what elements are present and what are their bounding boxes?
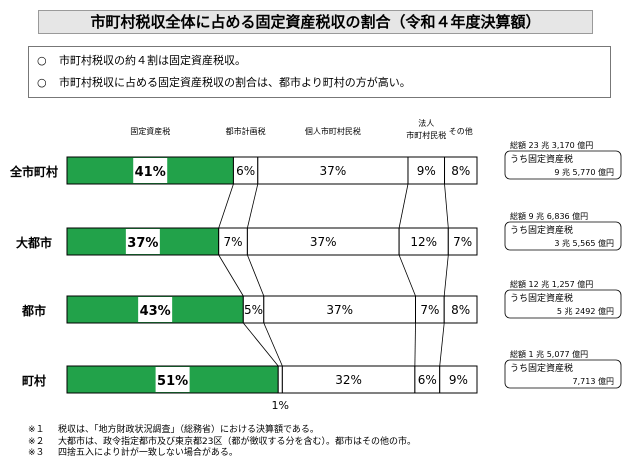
bar-segment <box>277 365 283 394</box>
summary-total: 総額 1 兆 5,077 億円 <box>510 349 588 359</box>
data-label: 32% <box>335 373 362 387</box>
bar-segment <box>398 227 449 256</box>
footnote-number: ※２ <box>28 436 45 447</box>
connector-line <box>218 254 244 297</box>
summary-sub-value: 9 兆 5,770 億円 <box>554 167 614 177</box>
summary-bracket <box>504 150 622 180</box>
data-label: 9% <box>449 373 468 387</box>
data-label: 7% <box>224 235 243 249</box>
category-label: 大都市 <box>16 235 52 250</box>
bar-segment <box>414 365 441 394</box>
connector-line <box>247 254 265 297</box>
footnote-number: ※１ <box>28 425 45 435</box>
bar-segment <box>439 365 478 394</box>
bar-segment <box>407 156 446 185</box>
data-label: 9% <box>417 164 436 178</box>
data-label: 37% <box>320 164 347 178</box>
series-label-city-planning: 都市計画税 <box>226 126 266 136</box>
data-label: 37% <box>326 303 353 317</box>
bar-segment <box>263 295 416 324</box>
data-label: 5% <box>244 303 263 317</box>
connector-line <box>443 254 449 297</box>
connector-line <box>439 322 445 367</box>
summary-sub-label: うち固定資産税 <box>510 153 573 165</box>
data-label-background <box>125 229 160 254</box>
series-label-other: その他 <box>449 126 473 136</box>
summary-total: 総額 9 兆 6,836 億円 <box>510 211 588 221</box>
data-label: 6% <box>236 164 255 178</box>
bar-segment <box>281 365 416 394</box>
connector-line <box>247 183 259 229</box>
bar-segment <box>218 227 248 256</box>
bar-segment <box>447 227 478 256</box>
connector-line <box>398 254 416 297</box>
data-label: 8% <box>451 303 470 317</box>
data-label: 12% <box>410 235 437 249</box>
data-label-background <box>155 367 190 392</box>
summary-sub-value: 3 兆 5,565 億円 <box>554 238 614 248</box>
connector-line <box>263 322 283 367</box>
bar-segment <box>257 156 409 185</box>
summary-sub-label: うち固定資産税 <box>510 362 573 374</box>
summary-sub-value: 7,713 億円 <box>573 376 614 386</box>
data-label: 8% <box>451 164 470 178</box>
data-label: 6% <box>418 373 437 387</box>
summary-total: 総額 12 兆 1,257 億円 <box>510 279 593 289</box>
connector-line <box>414 322 416 367</box>
bar-segment <box>444 156 478 185</box>
connector-line <box>242 322 279 367</box>
connector-line <box>218 183 234 229</box>
series-label-individual-resident: 個人市町村民税 <box>305 126 361 136</box>
category-label: 町村 <box>22 373 46 388</box>
footnote: ※１ 税収は、「地方財政状況調査」（総務省）における決算額である。 <box>28 425 416 437</box>
key-point: ○ 市町村税収の約４割は固定資産税収。 <box>37 53 246 69</box>
summary-sub-label: うち固定資産税 <box>510 224 573 236</box>
bar-segment <box>443 295 478 324</box>
chart-title: 市町村税収全体に占める固定資産税収の割合（令和４年度決算額） <box>38 10 593 34</box>
footnote-text: 大都市は、政令指定都市及び東京都23区（都が徴収する分を含む）。都市はその他の市… <box>58 436 416 447</box>
footnote-text: 四捨五入により計が一致しない場合がある。 <box>58 448 238 458</box>
data-label: 51% <box>157 374 188 389</box>
bar-segment <box>415 295 445 324</box>
data-label: 41% <box>135 165 166 180</box>
series-label-corporate-resident: 市町村民税 <box>406 130 446 140</box>
summary-sub-label: うち固定資産税 <box>510 292 573 304</box>
category-label: 全市町村 <box>9 164 58 179</box>
key-point-text: 市町村税収の約４割は固定資産税収。 <box>59 54 246 67</box>
summary-total: 総額 23 兆 3,170 億円 <box>510 140 593 150</box>
summary-sub-value: 5 兆 2492 億円 <box>557 306 614 316</box>
key-points-box: ○ 市町村税収の約４割は固定資産税収。 ○ 市町村税収に占める固定資産税収の割合は、… <box>28 46 611 98</box>
series-label-corporate-resident: 法人 <box>418 118 434 128</box>
summary-bracket <box>504 359 622 389</box>
data-label-background <box>138 297 173 322</box>
data-label: 43% <box>140 304 171 319</box>
data-label-background <box>133 158 168 183</box>
footnote-text: 税収は、「地方財政状況調査」（総務省）における決算額である。 <box>58 425 319 435</box>
data-label: 37% <box>127 236 158 251</box>
footnote: ※２ 大都市は、政令指定都市及び東京都23区（都が徴収する分を含む）。都市はその他… <box>28 437 416 449</box>
key-point-text: 市町村税収に占める固定資産税収の割合は、都市より町村の方が高い。 <box>59 76 411 89</box>
series-label-fixed-asset: 固定資産税 <box>130 126 170 136</box>
summary-bracket <box>504 221 622 251</box>
bar-segment <box>246 227 400 256</box>
bullet-mark: ○ <box>37 76 47 89</box>
connector-line <box>398 183 409 229</box>
connector-line <box>444 183 449 229</box>
footnote: ※３ 四捨五入により計が一致しない場合がある。 <box>28 448 416 460</box>
data-label: 7% <box>453 235 472 249</box>
data-label: 7% <box>420 303 439 317</box>
bar-segment <box>232 156 259 185</box>
data-label: 1% <box>272 399 289 412</box>
key-point: ○ 市町村税収に占める固定資産税収の割合は、都市より町村の方が高い。 <box>37 75 411 91</box>
category-label: 都市 <box>21 303 46 318</box>
data-label: 37% <box>310 235 337 249</box>
bullet-mark: ○ <box>37 54 47 67</box>
footnote-number: ※３ <box>28 448 45 458</box>
footnotes: ※１ 税収は、「地方財政状況調査」（総務省）における決算額である。 ※２ 大都市は、… <box>28 425 416 460</box>
summary-bracket <box>504 289 622 319</box>
